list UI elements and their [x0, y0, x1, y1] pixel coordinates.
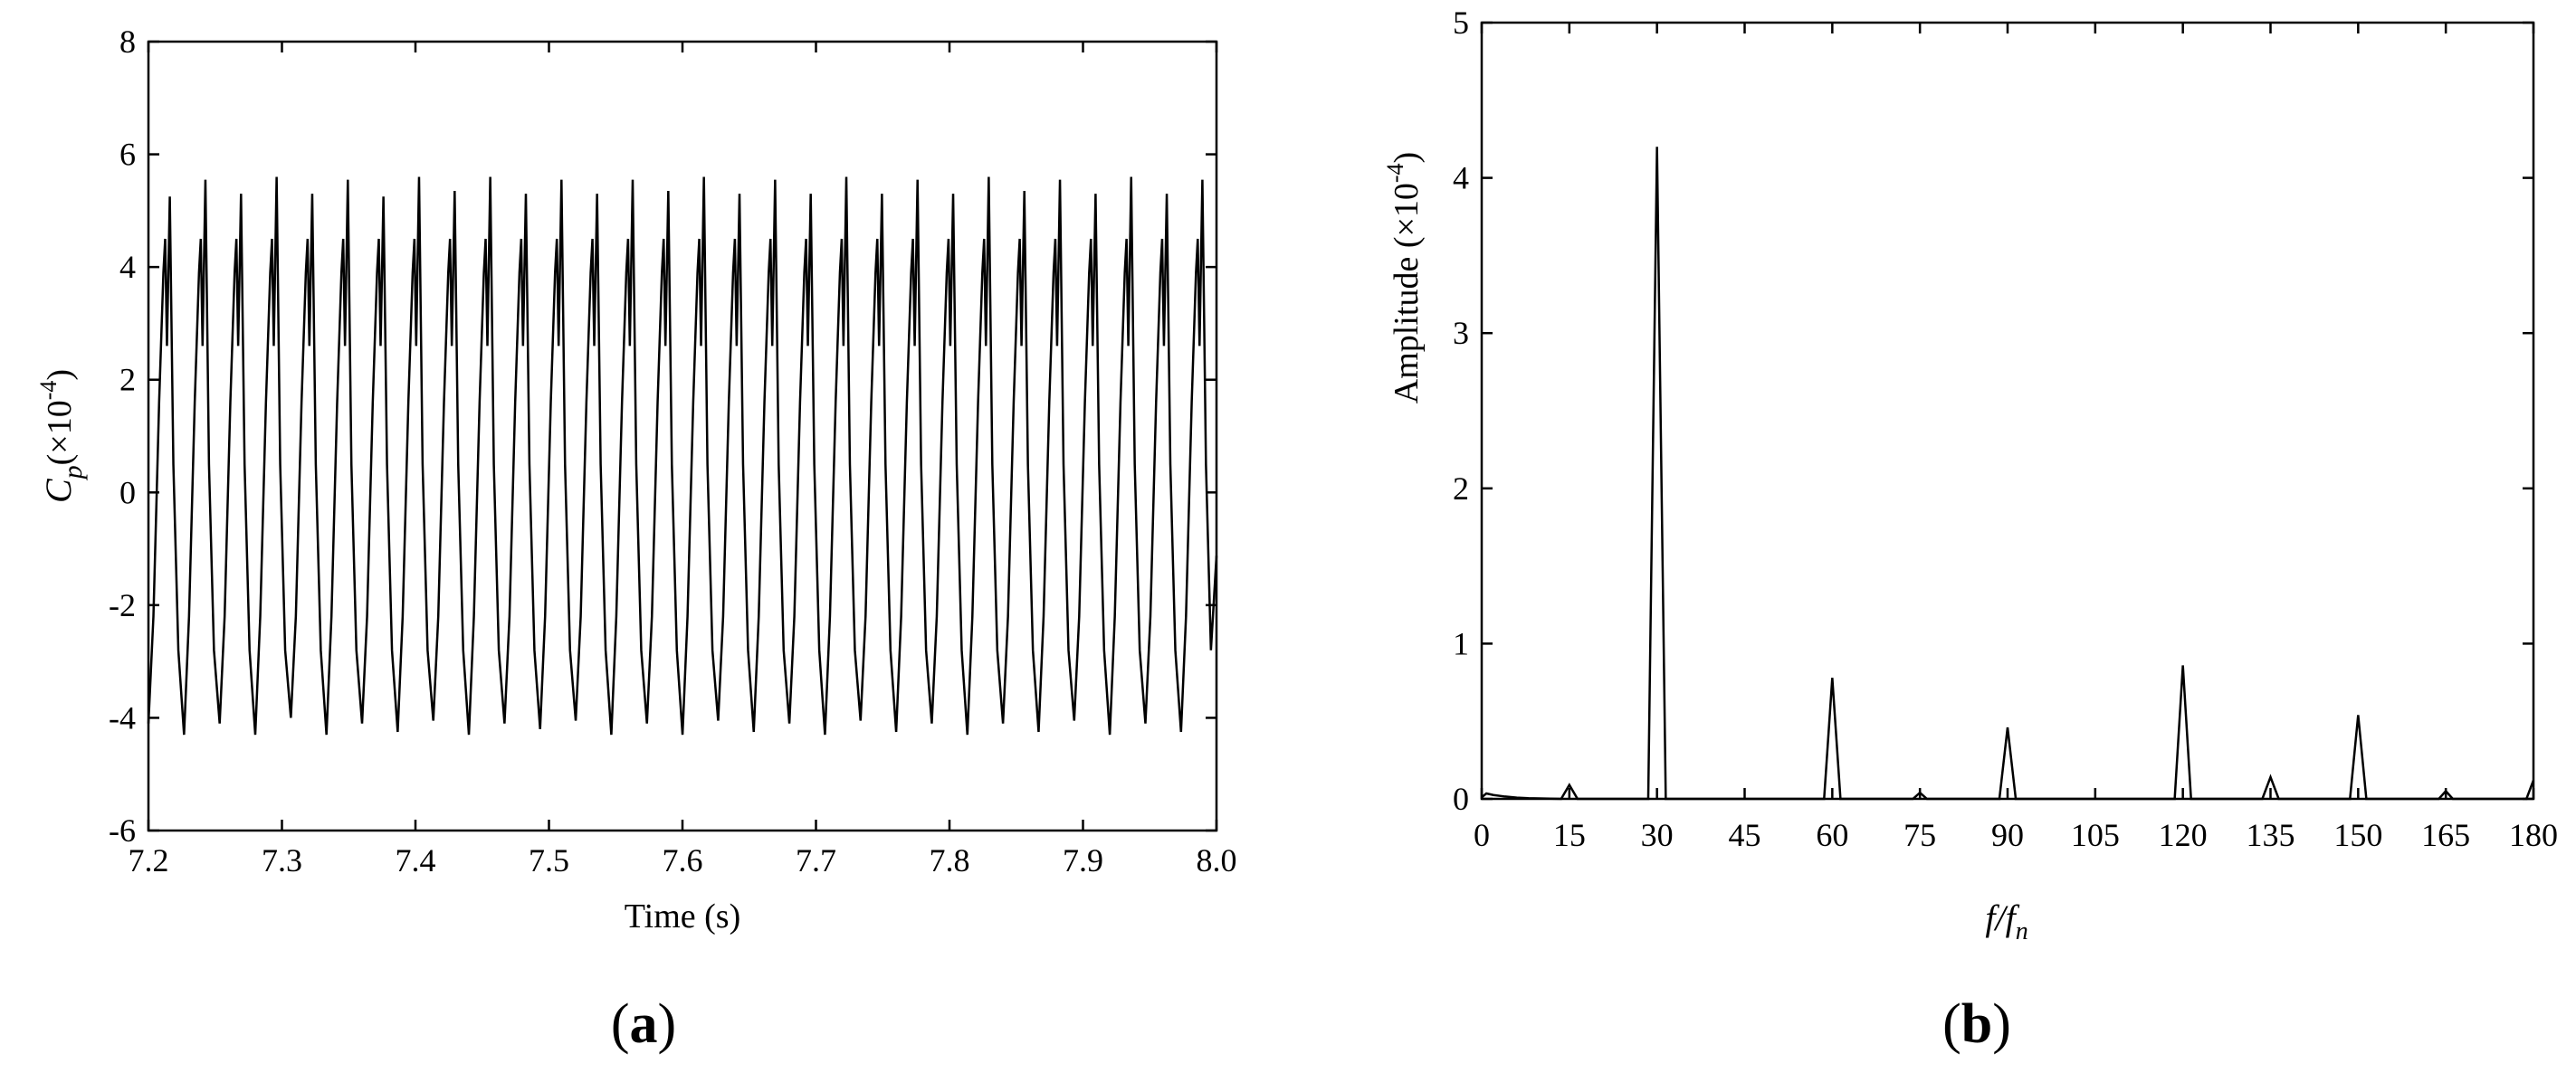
fraction-slash: /: [1993, 897, 2008, 938]
panel-a-x-tick-label: 7.4: [396, 842, 436, 878]
cp-scale-suffix: ): [41, 369, 79, 381]
amplitude-spectrum-line: [1481, 147, 2535, 801]
panel-a-y-tick-label: 0: [119, 474, 136, 510]
amplitude-label-text: Amplitude (×10: [1388, 183, 1426, 404]
panel-a-label-close: ): [658, 993, 677, 1055]
panel-b-x-tick-label: 60: [1816, 817, 1848, 853]
panel-b-x-tick-label: 75: [1903, 817, 1936, 853]
panel-a-x-tick-label: 7.6: [663, 842, 703, 878]
panel-a-y-tick-label: 2: [119, 362, 136, 398]
panel-b-label: (b): [1942, 993, 2011, 1055]
panel-b-label-close: ): [1992, 993, 2011, 1055]
panel-a-x-tick-label: 8.0: [1197, 842, 1237, 878]
panel-a-tick-labels: 7.2 7.3 7.4 7.5 7.6 7.7 7.8 7.9 8.0 -6 -4 -2 0 2 4 6 8: [109, 24, 1237, 878]
panel-a-label-open: (: [611, 993, 630, 1055]
panel-b-x-tick-label: 45: [1729, 817, 1761, 853]
panel-a-y-tick-label: 4: [119, 249, 136, 285]
panel-a-y-tick-label: 6: [119, 137, 136, 173]
panel-b-y-tick-label: 2: [1453, 470, 1469, 507]
panel-a-x-tick-label: 7.9: [1063, 842, 1103, 878]
panel-a-plot-frame: [147, 40, 1218, 832]
panel-a-x-tick-label: 7.8: [930, 842, 970, 878]
cp-symbol: C: [38, 478, 79, 503]
panel-b-x-tick-label: 30: [1641, 817, 1674, 853]
panel-a-x-tick-label: 7.3: [262, 842, 302, 878]
panel-b-label-letter: b: [1961, 993, 1992, 1055]
panel-a-label-letter: a: [630, 993, 658, 1055]
panel-b-x-tick-label: 135: [2247, 817, 2295, 853]
panel-a-y-tick-label: 8: [119, 24, 136, 60]
panel-a-y-tick-label: -2: [109, 587, 136, 623]
panel-b-x-tick-label: 0: [1474, 817, 1490, 853]
panel-a-x-tick-label: 7.5: [529, 842, 569, 878]
panel-b-y-tick-label: 4: [1453, 160, 1469, 196]
panel-b-y-tick-label: 5: [1453, 5, 1469, 41]
panel-a-label: (a): [611, 993, 676, 1055]
panel-b-y-axis-label: Amplitude (×10-4): [1382, 152, 1426, 404]
fn-subscript: n: [2016, 917, 2028, 945]
panel-a-y-axis-label: Cp(×10-4): [35, 369, 88, 503]
panel-b-x-tick-label: 150: [2333, 817, 2382, 853]
amplitude-scale-suffix: ): [1388, 152, 1426, 164]
panel-b-label-open: (: [1942, 993, 1961, 1055]
amplitude-scale-exponent: -4: [1382, 163, 1408, 183]
panel-a-y-tick-label: -4: [109, 699, 136, 736]
panel-b-y-tick-label: 0: [1453, 781, 1469, 817]
panel-a-y-tick-label: -6: [109, 812, 136, 849]
panel-b-y-tick-label: 1: [1453, 625, 1469, 661]
cp-time-series-line: [147, 176, 1218, 736]
panel-b-x-tick-label: 180: [2509, 817, 2558, 853]
panel-b-ticks: [1480, 21, 2535, 801]
panel-b-x-tick-label: 90: [1991, 817, 2024, 853]
panel-b-x-tick-label: 15: [1553, 817, 1586, 853]
panel-b-plot-frame: [1480, 21, 2535, 801]
panel-b-y-tick-label: 3: [1453, 315, 1469, 351]
panel-b-x-tick-label: 105: [2071, 817, 2120, 853]
cp-subscript: p: [58, 465, 88, 480]
panel-a-x-tick-label: 7.2: [129, 842, 169, 878]
panel-b-x-tick-label: 120: [2159, 817, 2208, 853]
panel-a-x-tick-label: 7.7: [796, 842, 836, 878]
panel-b-x-tick-label: 165: [2421, 817, 2470, 853]
cp-scale-prefix: (×10: [41, 400, 79, 465]
panel-a-time-history: 7.2 7.3 7.4 7.5 7.6 7.7 7.8 7.9 8.0 -6 -4 -2 0 2 4 6 8 T…: [35, 24, 1237, 1055]
panel-b-x-axis-label: f/fn: [1985, 897, 2027, 945]
panel-a-x-axis-label: Time (s): [625, 897, 740, 935]
cp-scale-exponent: -4: [35, 381, 62, 401]
